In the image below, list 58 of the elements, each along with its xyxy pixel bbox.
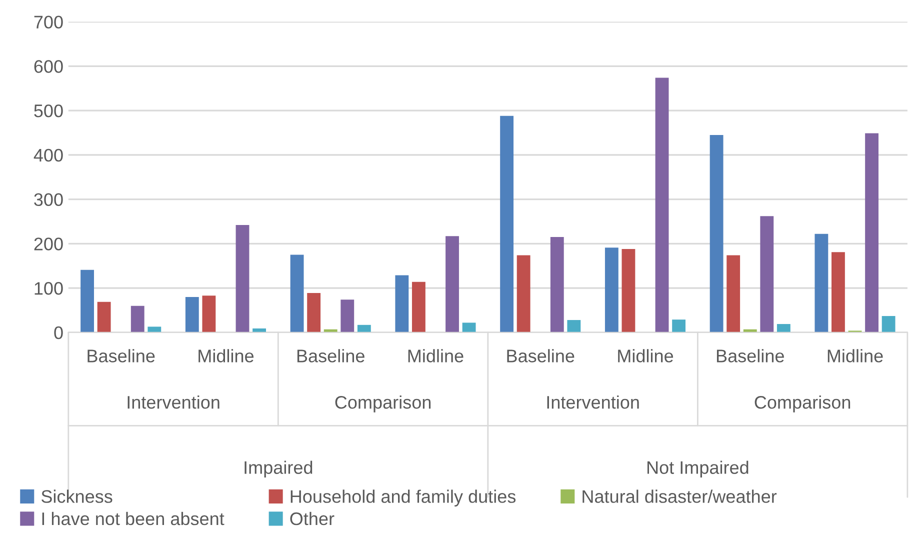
bar [202, 296, 216, 332]
x-tick-label: Baseline [88, 349, 155, 362]
text: Not Impaired [647, 460, 748, 478]
bar [776, 324, 790, 332]
bar [516, 255, 530, 332]
bar [726, 255, 740, 332]
bar [236, 225, 250, 332]
bar [567, 320, 581, 332]
y-tick-label: 700 [34, 16, 63, 29]
bar [814, 234, 828, 332]
x-tick-label: Baseline [297, 349, 364, 362]
bar [80, 270, 94, 332]
bar [97, 302, 111, 332]
bar [622, 249, 636, 332]
y-tick-label: 0 [54, 326, 63, 340]
text: Intervention [128, 395, 220, 409]
bar [446, 236, 459, 332]
legend-label: I have not been absent [42, 512, 224, 526]
bar [290, 254, 304, 332]
legend-label: Household and family duties [290, 490, 516, 506]
y-tick-label: 600 [34, 60, 63, 73]
text: Intervention [547, 395, 639, 409]
bar [882, 316, 896, 332]
x-tick-label: Midline [198, 349, 254, 362]
x-tick-label: Baseline [507, 349, 574, 362]
legend-label: Sickness [41, 490, 112, 503]
text: Comparison [335, 395, 431, 412]
bar [357, 324, 371, 332]
text: Impaired [244, 460, 312, 478]
bar [832, 252, 845, 332]
bar [130, 306, 144, 332]
x-tick-label: Midline [408, 349, 464, 362]
y-tick-label: 200 [34, 238, 63, 250]
bar [462, 322, 476, 332]
bar [710, 134, 724, 332]
legend-label: Other [290, 512, 334, 526]
y-tick-label: 400 [34, 148, 63, 162]
bar [604, 248, 618, 332]
bar [340, 300, 354, 332]
bar [148, 326, 162, 332]
y-tick-label: 500 [34, 104, 63, 118]
legend-label: Natural disaster/weather [582, 490, 777, 503]
bar [865, 133, 878, 332]
bar [760, 216, 774, 332]
bar [185, 296, 199, 332]
x-tick-label: Midline [618, 349, 674, 362]
bar [307, 292, 321, 332]
y-tick-label: 100 [34, 282, 63, 295]
bar [412, 282, 426, 332]
x-tick-label: Baseline [716, 349, 784, 362]
y-tick-label: 300 [34, 193, 63, 206]
bar [500, 116, 514, 332]
x-tick-label: Midline [828, 349, 883, 362]
text: Comparison [754, 395, 850, 412]
bar [672, 320, 686, 332]
bar [395, 275, 409, 332]
bar [655, 78, 669, 332]
bar [550, 237, 564, 332]
